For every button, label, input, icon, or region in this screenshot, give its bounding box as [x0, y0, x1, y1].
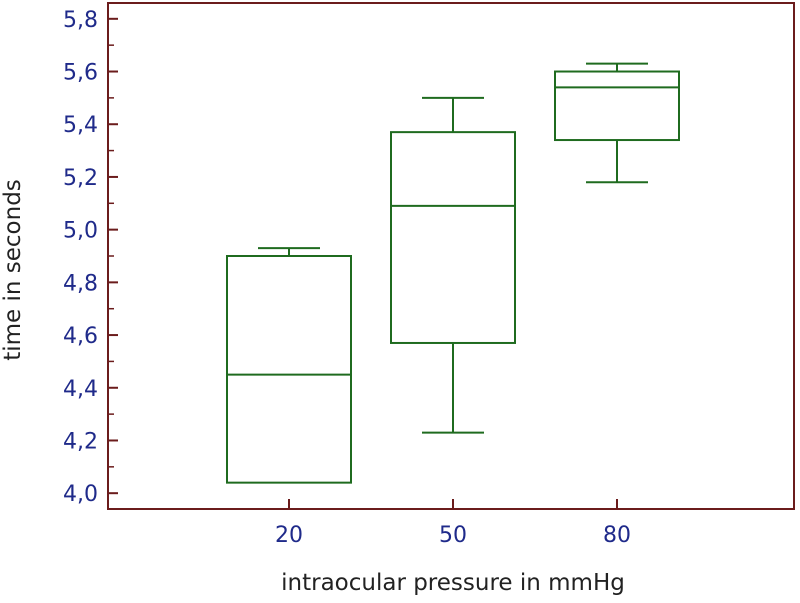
box-20: [226, 247, 352, 484]
y-tick-label: 4,0: [63, 482, 98, 507]
y-tick-label: 5,8: [63, 8, 98, 33]
y-tick-label: 4,4: [63, 377, 98, 402]
box-iqr: [226, 255, 352, 484]
y-tick-label: 4,2: [63, 429, 98, 454]
box-iqr: [390, 131, 516, 344]
box-80: [554, 62, 680, 184]
box-series: [226, 62, 680, 484]
x-axis-title: intraocular pressure in mmHg: [281, 570, 625, 596]
box-50: [390, 96, 516, 434]
box-iqr: [554, 70, 680, 142]
y-axis-title: time in seconds: [0, 179, 26, 361]
y-tick-label: 5,2: [63, 166, 98, 191]
y-tick-label: 4,6: [63, 324, 98, 349]
y-tick-label: 5,0: [63, 219, 98, 244]
x-tick-label: 20: [275, 523, 303, 548]
y-tick-label: 5,6: [63, 61, 98, 86]
y-tick-label: 5,4: [63, 113, 98, 138]
x-axis-ticks: 20 50 80: [275, 499, 631, 548]
x-tick-label: 50: [439, 523, 467, 548]
y-axis-ticks: 4,0 4,2 4,4 4,6 4,8 5,0 5,2 5,4 5,6 5,8: [63, 8, 118, 507]
y-tick-label: 4,8: [63, 271, 98, 296]
x-tick-label: 80: [603, 523, 631, 548]
